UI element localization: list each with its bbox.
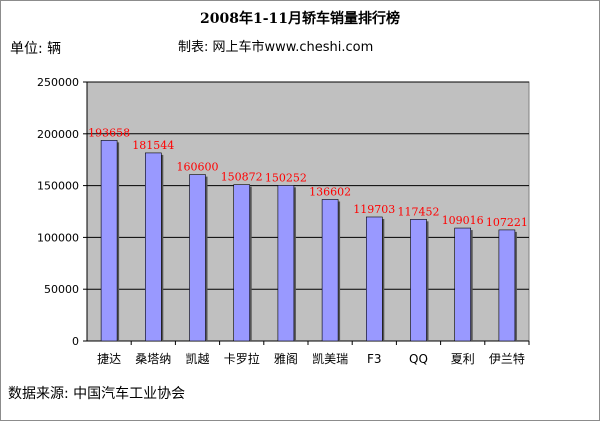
x-tick-label: 凯美瑞 — [312, 352, 348, 366]
bar — [365, 216, 383, 342]
source-label: 数据来源: 中国汽车工业协会 — [8, 386, 186, 402]
x-tick-label: 桑塔纳 — [135, 352, 171, 366]
data-label: 181544 — [132, 139, 174, 152]
y-tick-label: 200000 — [37, 128, 79, 141]
y-tick-label: 50000 — [44, 283, 79, 296]
data-label: 107221 — [486, 216, 528, 229]
x-tick-label: QQ — [409, 352, 428, 366]
bar — [277, 185, 295, 342]
bar — [454, 227, 472, 342]
bar — [100, 140, 118, 342]
x-tick-label: 凯越 — [185, 352, 209, 366]
bar — [498, 229, 516, 342]
x-tick-label: F3 — [367, 352, 382, 366]
bar — [410, 219, 427, 342]
y-tick-label: 100000 — [37, 231, 79, 244]
bar — [321, 199, 339, 342]
bar — [145, 152, 162, 342]
x-tick-label: 卡罗拉 — [224, 351, 260, 366]
bar — [189, 174, 206, 342]
x-tick-label: 捷达 — [97, 352, 121, 366]
y-tick-label: 250000 — [37, 76, 79, 89]
data-label: 150252 — [265, 171, 307, 184]
y-tick-label: 150000 — [37, 180, 79, 193]
unit-label: 单位: 辆 — [10, 41, 62, 57]
data-label: 136602 — [309, 185, 351, 198]
x-tick-label: 伊兰特 — [489, 351, 525, 366]
data-label: 193658 — [88, 126, 130, 139]
bar — [233, 184, 250, 342]
data-label: 117452 — [398, 205, 440, 218]
data-label: 150872 — [221, 171, 263, 184]
data-label: 109016 — [442, 214, 484, 227]
chart-title: 2008年1-11月轿车销量排行榜 — [200, 11, 400, 27]
y-tick-label: 0 — [72, 335, 79, 348]
maker-label: 制表: 网上车市www.cheshi.com — [178, 40, 374, 55]
data-label: 160600 — [177, 161, 219, 174]
data-label: 119703 — [353, 203, 395, 216]
x-tick-label: 雅阁 — [274, 351, 298, 366]
x-tick-label: 夏利 — [451, 352, 475, 366]
